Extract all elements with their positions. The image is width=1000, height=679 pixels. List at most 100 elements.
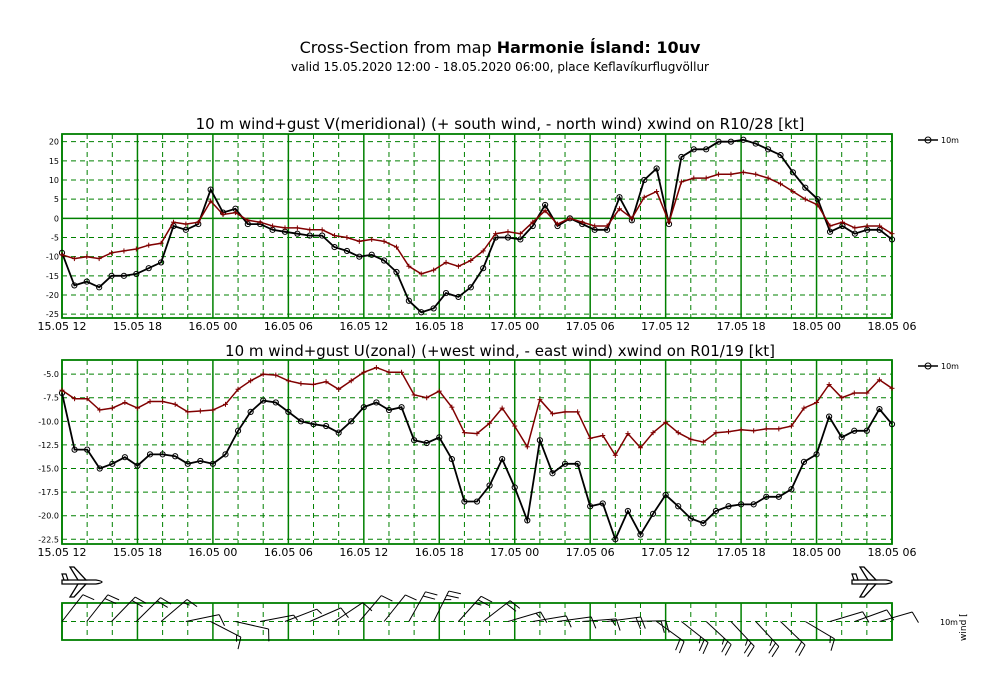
wind-barb <box>61 594 95 622</box>
gust-point <box>487 420 493 426</box>
gust-point <box>600 432 606 438</box>
gust-point <box>133 246 139 252</box>
gust-point <box>663 419 669 425</box>
gust-point <box>319 227 325 233</box>
y-tick-label: 20 <box>49 138 59 147</box>
y-tick-label: 15 <box>49 157 59 166</box>
gust-point <box>641 194 647 200</box>
gust-point <box>96 256 102 262</box>
gust-point <box>700 439 706 445</box>
wind-barb <box>557 616 597 629</box>
gust-point <box>604 223 610 229</box>
wind-point <box>511 484 518 491</box>
wind-point <box>84 446 91 453</box>
gust-point <box>285 378 291 384</box>
wind-barb <box>408 591 438 622</box>
chart-u-zonal: 10 m wind+gust U(zonal) (+west wind, - e… <box>38 342 960 559</box>
gust-point <box>109 250 115 256</box>
gust-point <box>530 219 536 225</box>
x-tick-label: 17.05 18 <box>717 546 766 559</box>
gust-point <box>245 217 251 223</box>
y-tick-label: -20 <box>46 291 59 300</box>
wind-point <box>542 201 549 209</box>
gust-point <box>474 431 480 437</box>
wind-point <box>813 451 820 458</box>
wind-barb <box>582 618 621 631</box>
wind-point <box>763 493 770 500</box>
wind-point <box>109 460 116 467</box>
wind-point <box>888 236 896 243</box>
gust-point <box>147 399 153 405</box>
gust-point <box>195 219 201 225</box>
gust-point <box>716 171 722 177</box>
wind-point <box>826 228 834 235</box>
gust-point <box>542 208 548 214</box>
wind-point <box>750 501 757 508</box>
wind-barb <box>235 621 270 642</box>
gust-point <box>257 219 263 225</box>
wind-point <box>373 399 380 406</box>
wind-barb <box>334 602 373 622</box>
wind-point <box>108 272 115 279</box>
wind-point <box>146 451 154 458</box>
wind-point <box>467 284 474 291</box>
gust-point <box>751 428 757 434</box>
wind-point <box>715 138 722 145</box>
gust-point <box>839 395 845 401</box>
y-tick-label: 5 <box>54 195 59 204</box>
gust-point <box>431 267 437 273</box>
gust-point <box>411 392 417 398</box>
wind-barb <box>284 608 322 622</box>
wind-point <box>826 413 833 420</box>
wind-point <box>486 482 493 489</box>
y-tick-label: -5.0 <box>43 370 59 379</box>
gust-point <box>298 381 304 387</box>
page-title: Cross-Section from map Harmonie Ísland: … <box>299 38 701 57</box>
wind-point <box>360 404 367 411</box>
gust-point <box>97 407 103 413</box>
wind-point <box>348 418 355 425</box>
wind-point <box>461 498 468 505</box>
gust-point <box>348 378 354 384</box>
x-tick-label: 16.05 00 <box>188 546 237 559</box>
wind-point <box>430 305 437 312</box>
x-tick-label: 18.05 00 <box>792 546 841 559</box>
gust-point <box>399 369 405 375</box>
gust-point <box>763 426 769 432</box>
gust-point <box>740 169 746 175</box>
wind-point <box>285 408 292 415</box>
wind-point <box>455 293 462 301</box>
gust-point <box>373 365 379 371</box>
gust-line <box>61 171 893 275</box>
wind-point <box>504 234 512 241</box>
wind-point <box>71 446 78 453</box>
x-tick-label: 16.05 12 <box>339 546 388 559</box>
wind-point <box>690 146 697 153</box>
gust-point <box>381 238 387 244</box>
gust-point <box>512 423 518 429</box>
wind-point <box>368 251 375 258</box>
y-tick-label: -5 <box>51 234 59 243</box>
airplane-icon-right <box>851 566 893 598</box>
chart-barbs-axis-label: wind [ <box>959 613 969 641</box>
gust-point <box>579 219 585 225</box>
x-tick-label: 17.05 06 <box>566 320 615 333</box>
gust-point <box>361 369 367 375</box>
chart-u-title: 10 m wind+gust U(zonal) (+west wind, - e… <box>225 342 775 360</box>
gust-point <box>121 248 127 254</box>
x-tick-label: 16.05 06 <box>264 546 313 559</box>
wind-point <box>405 297 412 304</box>
wind-point <box>549 470 556 477</box>
gust-point <box>84 254 90 260</box>
wind-point <box>566 215 574 222</box>
wind-barb <box>507 611 548 623</box>
chart-v-legend-label: 10m <box>941 136 959 145</box>
wind-barb <box>86 594 120 622</box>
wind-point <box>536 437 543 444</box>
gust-point <box>493 231 499 237</box>
y-tick-label: 0 <box>54 214 59 223</box>
wind-barb <box>805 621 836 651</box>
gust-point <box>650 430 656 436</box>
gust-point <box>587 435 593 441</box>
wind-barb <box>185 614 225 626</box>
